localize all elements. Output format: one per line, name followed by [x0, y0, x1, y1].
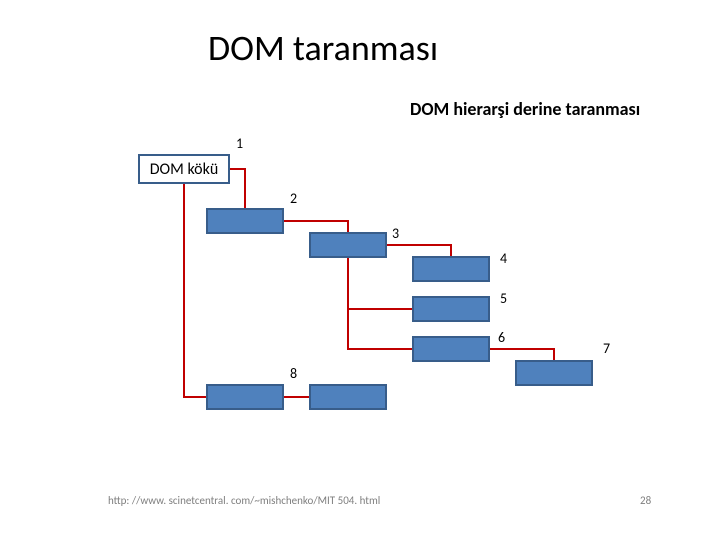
step-label-4: 4: [500, 250, 507, 267]
node-root: DOM kökü: [138, 154, 230, 184]
node-3: [309, 232, 387, 258]
node-8a: [206, 384, 284, 410]
node-root-label: DOM kökü: [150, 160, 219, 179]
node-4: [412, 256, 490, 282]
step-label-2: 2: [290, 190, 297, 207]
step-label-5: 5: [500, 290, 507, 307]
page-number: 28: [640, 494, 651, 507]
node-5: [412, 296, 490, 322]
footer-url: http: //www. scinetcentral. com/~mishche…: [108, 494, 380, 507]
node-8b: [309, 384, 387, 410]
edges-layer: [0, 0, 720, 540]
slide: DOM taranması DOM hierarşi derine taranm…: [0, 0, 720, 540]
slide-title: DOM taranması: [208, 26, 438, 70]
step-label-1: 1: [236, 135, 243, 152]
node-6: [412, 336, 490, 362]
step-label-3: 3: [392, 225, 399, 242]
step-label-8: 8: [290, 365, 297, 382]
step-label-7: 7: [603, 340, 610, 357]
node-2: [206, 208, 284, 234]
node-7: [515, 360, 593, 386]
step-label-6: 6: [498, 329, 505, 346]
slide-subtitle: DOM hierarşi derine taranması: [410, 98, 640, 120]
